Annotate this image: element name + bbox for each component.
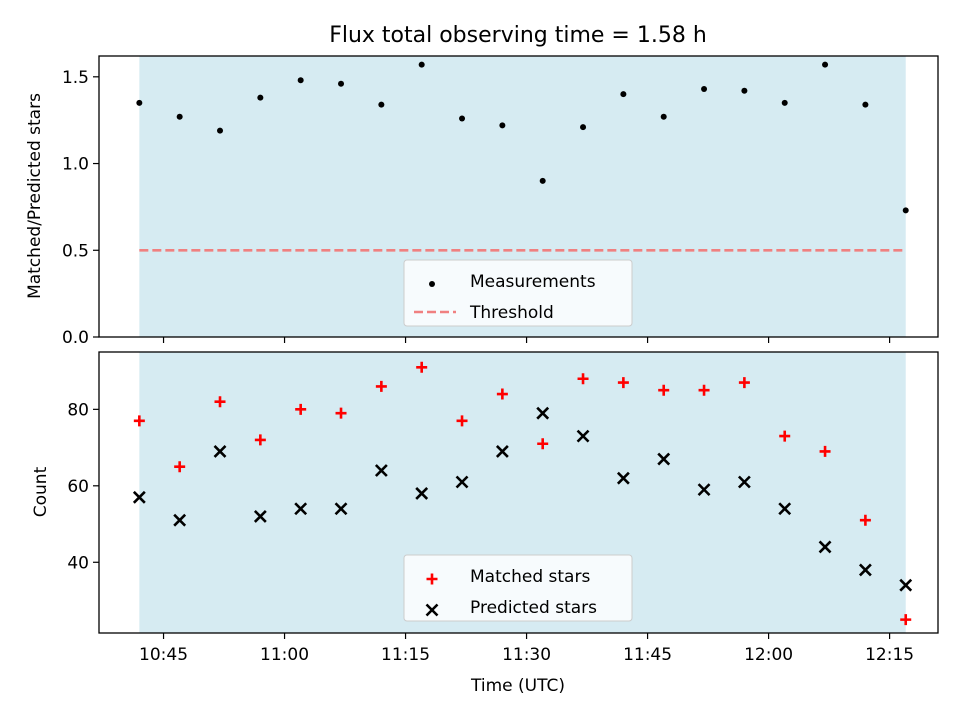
x-tick-label: 12:00 (744, 645, 793, 665)
data-point (213, 444, 227, 458)
data-point (617, 377, 629, 389)
data-point (822, 61, 829, 68)
data-point (217, 127, 224, 134)
data-point (859, 514, 871, 526)
x-axis-label: Time (UTC) (470, 676, 565, 696)
data-point (459, 115, 466, 122)
data-point (294, 502, 308, 516)
data-point (576, 429, 590, 443)
x-tick-label: 11:45 (623, 645, 672, 665)
data-point (295, 403, 307, 415)
data-point (374, 464, 388, 477)
x-tick-label: 12:15 (865, 645, 914, 665)
y-tick-label: 1.5 (62, 68, 89, 88)
data-point (173, 513, 187, 527)
data-point (902, 207, 909, 214)
data-point (499, 122, 506, 129)
legend-label: Predicted stars (470, 598, 597, 618)
data-point (418, 61, 425, 68)
data-point (254, 434, 266, 446)
data-point (701, 85, 708, 92)
y-tick-label: 80 (67, 400, 89, 420)
legend-box (403, 554, 633, 622)
data-point (737, 475, 751, 489)
data-point (253, 509, 267, 523)
data-point (378, 101, 385, 108)
x-tick-label: 11:00 (260, 645, 309, 665)
data-point (536, 406, 550, 420)
data-point (858, 563, 872, 577)
data-point (658, 384, 670, 396)
data-point (375, 380, 387, 392)
legend-swatch (429, 281, 435, 287)
y-tick-label: 0.5 (62, 241, 89, 261)
data-point (133, 415, 145, 427)
data-point (415, 487, 429, 500)
data-point (818, 540, 832, 554)
data-point (781, 99, 788, 106)
data-point (779, 430, 791, 442)
data-point (214, 396, 226, 408)
top-y-axis-label: Matched/Predicted stars (25, 93, 45, 299)
x-tick-label: 11:30 (502, 645, 551, 665)
data-point (620, 91, 627, 98)
data-point (455, 475, 469, 489)
data-point (819, 445, 831, 457)
data-point (580, 124, 587, 131)
bottom-plot: 40 60 80 10:45 11:00 11:15 11:30 11:45 12:00 12:1… (67, 351, 939, 665)
data-point (496, 388, 508, 400)
y-tick-label: 60 (67, 477, 89, 497)
data-point (616, 471, 630, 485)
x-tick-label: 11:15 (381, 645, 430, 665)
data-point (698, 384, 710, 396)
data-point (132, 490, 146, 504)
data-point (741, 87, 748, 94)
data-point (697, 483, 711, 497)
data-point (495, 444, 509, 458)
top-plot: 0.0 0.5 1.0 1.5 Measurements Threshold (62, 55, 939, 348)
data-point (539, 177, 546, 184)
data-point (899, 578, 913, 592)
data-point (334, 502, 348, 516)
plot-frame (98, 55, 939, 338)
x-tick-label: 10:45 (139, 645, 188, 665)
data-point (257, 94, 264, 101)
legend-swatch (426, 573, 438, 585)
data-point (577, 373, 589, 385)
legend: Measurements Threshold (403, 259, 633, 327)
data-point (900, 614, 912, 626)
data-point (297, 77, 304, 84)
data-point (174, 461, 186, 473)
data-point (176, 113, 183, 120)
legend-label: Threshold (469, 303, 554, 323)
data-point (537, 438, 549, 450)
data-point (660, 113, 667, 120)
chart-title: Flux total observing time = 1.58 h (329, 23, 707, 48)
data-point (657, 452, 671, 466)
data-point (862, 101, 869, 108)
y-tick-label: 40 (67, 553, 89, 573)
data-point (738, 377, 750, 389)
data-point (778, 502, 792, 516)
y-tick-label: 0.0 (62, 328, 89, 348)
bottom-y-axis-label: Count (31, 466, 51, 517)
data-point (416, 361, 428, 373)
y-tick-label: 1.0 (62, 155, 89, 175)
legend-label: Measurements (470, 272, 596, 292)
data-point (136, 99, 143, 106)
legend-box (403, 259, 633, 327)
data-point (335, 407, 347, 419)
data-point (456, 415, 468, 427)
legend: Matched stars Predicted stars (403, 554, 633, 622)
legend-swatch (425, 603, 439, 617)
legend-label: Matched stars (470, 567, 590, 587)
plot-frame (98, 351, 939, 634)
data-point (338, 80, 345, 87)
